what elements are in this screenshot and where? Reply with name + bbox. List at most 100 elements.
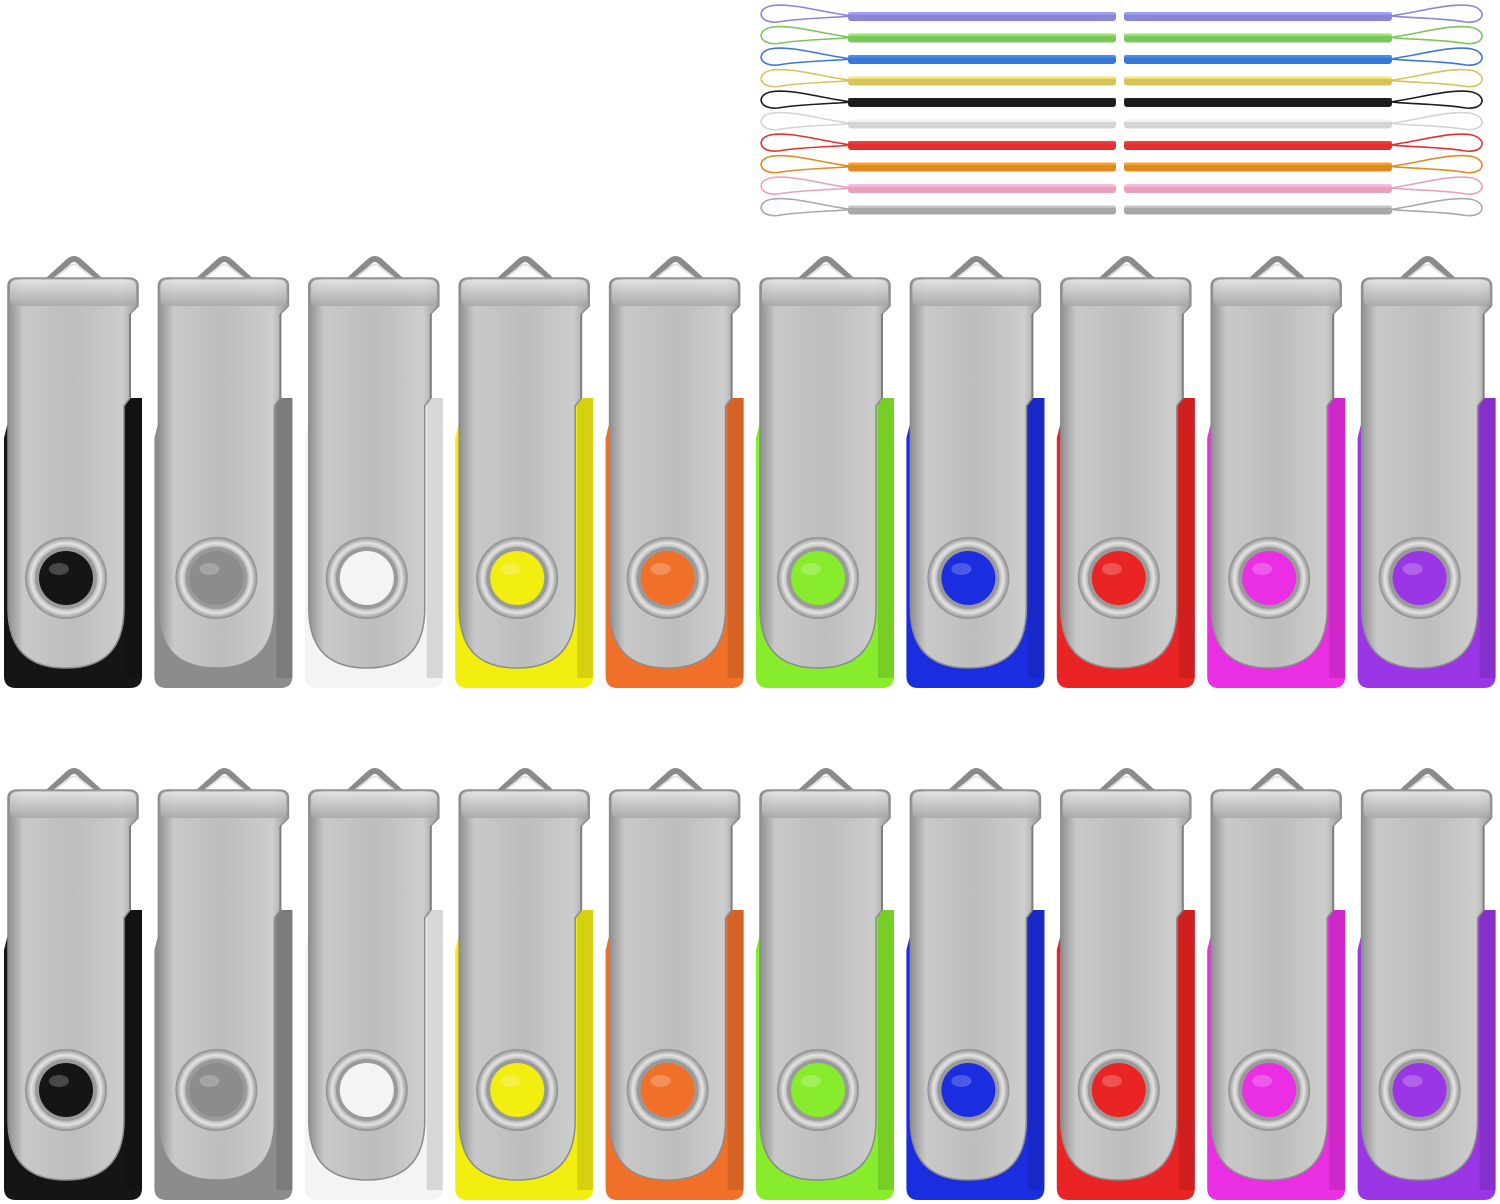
keyring-highlight bbox=[201, 775, 248, 793]
keyring-highlight bbox=[352, 775, 398, 793]
keyring-highlight bbox=[201, 263, 248, 281]
lanyard-right-loop bbox=[1389, 133, 1483, 152]
lanyard-left-highlight bbox=[848, 162, 1116, 165]
lanyard-red bbox=[760, 133, 1483, 152]
pivot-cap-gloss bbox=[951, 563, 972, 575]
drive-body-shade bbox=[1028, 910, 1045, 1190]
keyring-loop bbox=[1096, 768, 1157, 797]
lanyard-right-highlight bbox=[1124, 141, 1392, 144]
keyring-loop bbox=[43, 256, 105, 285]
swivel-cover-top bbox=[310, 280, 437, 306]
keyring-loop bbox=[495, 768, 556, 797]
keyring-loop bbox=[1247, 768, 1308, 797]
drive-body-shade bbox=[878, 910, 894, 1190]
keyring-highlight bbox=[1104, 775, 1150, 793]
usb-drive-gray bbox=[154, 256, 293, 688]
lanyard-blue bbox=[760, 47, 1483, 66]
usb-drive-magenta bbox=[1207, 256, 1346, 688]
keyring-highlight bbox=[652, 263, 699, 281]
usb-drive-purple bbox=[1357, 768, 1496, 1200]
pivot-cap-gloss bbox=[650, 1075, 671, 1087]
lanyard-left-loop bbox=[760, 90, 853, 109]
lanyard-green bbox=[760, 25, 1483, 45]
lanyard-left-loop bbox=[760, 176, 853, 195]
keyring-loop bbox=[946, 256, 1007, 285]
pivot-cap-gloss bbox=[1101, 1075, 1122, 1087]
keyring-loop bbox=[194, 768, 255, 797]
lanyard-left-highlight bbox=[848, 119, 1116, 122]
swivel-cover-top bbox=[310, 792, 437, 818]
swivel-cover-top bbox=[912, 792, 1039, 818]
pivot-cap-gloss bbox=[1402, 563, 1423, 575]
lanyard-white bbox=[760, 111, 1483, 131]
pivot-cap bbox=[1392, 1063, 1447, 1117]
lanyard-right-loop bbox=[1389, 25, 1483, 45]
pivot-cap-gloss bbox=[500, 563, 521, 575]
drive-body-shade bbox=[1329, 910, 1346, 1190]
swivel-cover-top bbox=[160, 792, 287, 818]
pivot-cap bbox=[339, 1063, 394, 1117]
lanyard-left-loop bbox=[760, 25, 853, 45]
usb-drive-gray bbox=[154, 768, 293, 1200]
drive-body-shade bbox=[727, 398, 744, 678]
lanyard-left-highlight bbox=[848, 12, 1116, 15]
pivot-cap bbox=[490, 1063, 545, 1117]
usb-drive-magenta bbox=[1207, 768, 1346, 1200]
pivot-cap-gloss bbox=[1101, 563, 1122, 575]
usb-drive-white bbox=[304, 768, 443, 1200]
usb-drive-green bbox=[756, 256, 894, 688]
swivel-cover-top bbox=[762, 792, 888, 818]
pivot-cap-gloss bbox=[199, 1075, 220, 1087]
swivel-cover-top bbox=[912, 280, 1039, 306]
keyring-highlight bbox=[502, 263, 548, 281]
pivot-cap bbox=[640, 1063, 695, 1117]
pivot-cap-gloss bbox=[49, 563, 69, 575]
lanyard-left-highlight bbox=[848, 184, 1116, 187]
swivel-cover-top bbox=[160, 280, 287, 306]
drive-body-shade bbox=[727, 910, 744, 1190]
drive-body-shade bbox=[426, 398, 443, 678]
keyring-loop bbox=[344, 256, 405, 285]
pivot-cap-gloss bbox=[801, 1075, 821, 1087]
usb-drive-orange bbox=[605, 256, 744, 688]
usb-drive-black bbox=[4, 256, 142, 688]
swivel-cover-top bbox=[611, 280, 738, 306]
swivel-cover-top bbox=[1363, 280, 1490, 306]
lanyard-right-highlight bbox=[1124, 55, 1392, 58]
swivel-cover-top bbox=[611, 792, 738, 818]
drive-body-shade bbox=[276, 398, 293, 678]
swivel-cover-top bbox=[1062, 280, 1189, 306]
swivel-cover-top bbox=[10, 280, 136, 306]
lanyard-left-highlight bbox=[848, 205, 1116, 208]
swivel-cover-top bbox=[1363, 792, 1490, 818]
pivot-cap bbox=[189, 551, 244, 605]
keyring-loop bbox=[645, 768, 706, 797]
pivot-cap-gloss bbox=[1252, 563, 1273, 575]
keyring-highlight bbox=[352, 263, 398, 281]
lanyard-right-loop bbox=[1389, 47, 1483, 66]
keyring-loop bbox=[645, 256, 706, 285]
pivot-cap bbox=[941, 551, 996, 605]
pivot-cap bbox=[1091, 551, 1146, 605]
drive-body-shade bbox=[1329, 398, 1346, 678]
pivot-cap bbox=[39, 551, 93, 605]
keyring-highlight bbox=[803, 263, 849, 281]
lanyard-right-highlight bbox=[1124, 119, 1392, 122]
keyring-highlight bbox=[51, 263, 97, 281]
swivel-cover-top bbox=[461, 280, 588, 306]
lanyard-right-highlight bbox=[1124, 162, 1392, 165]
swivel-cover-top bbox=[10, 792, 136, 818]
lanyard-orange bbox=[760, 154, 1483, 174]
usb-drive-orange bbox=[605, 768, 744, 1200]
swivel-cover-top bbox=[1213, 280, 1340, 306]
lanyard-right-loop bbox=[1389, 4, 1483, 23]
keyring-highlight bbox=[1404, 775, 1451, 793]
lanyard-right-highlight bbox=[1124, 205, 1392, 208]
lanyard-bundle bbox=[760, 4, 1483, 217]
keyring-highlight bbox=[652, 775, 699, 793]
keyring-loop bbox=[795, 256, 857, 285]
lanyard-left-highlight bbox=[848, 98, 1116, 101]
lanyard-left-loop bbox=[760, 154, 853, 174]
pivot-cap-gloss bbox=[1402, 1075, 1423, 1087]
